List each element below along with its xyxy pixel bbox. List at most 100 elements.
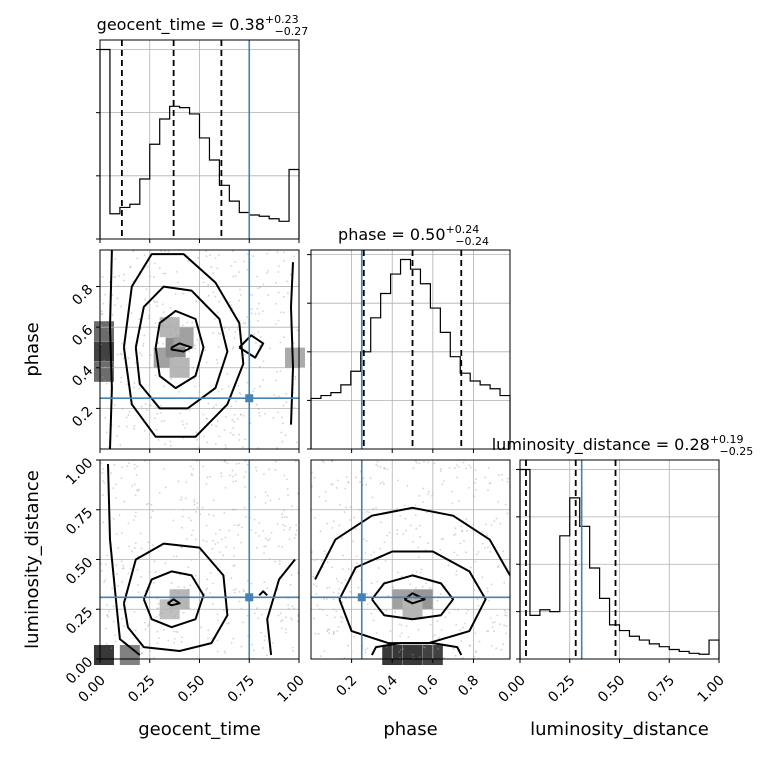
- sample-point: [320, 559, 323, 562]
- sample-point: [481, 542, 484, 545]
- sample-point: [250, 582, 253, 585]
- sample-point: [185, 335, 188, 338]
- sample-point: [507, 477, 509, 480]
- x-axis-label-luminosity_distance: luminosity_distance: [530, 719, 709, 740]
- sample-point: [134, 494, 137, 497]
- sample-point: [192, 468, 195, 471]
- sample-point: [237, 385, 240, 387]
- sample-point: [421, 585, 424, 588]
- sample-point: [114, 304, 117, 307]
- sample-point: [381, 481, 384, 483]
- sample-point: [505, 632, 508, 635]
- sample-point: [282, 404, 285, 407]
- sample-point: [287, 494, 289, 497]
- sample-point: [499, 623, 502, 626]
- sample-point: [459, 629, 462, 632]
- sample-point: [257, 331, 260, 334]
- sample-point: [312, 617, 315, 620]
- sample-point: [101, 479, 104, 482]
- sample-point: [296, 329, 299, 332]
- sample-point: [258, 522, 261, 524]
- y-tick-label: 1.00: [63, 455, 96, 488]
- sample-point: [231, 418, 234, 421]
- sample-point: [347, 481, 350, 484]
- panel-frame: [310, 459, 511, 660]
- sample-point: [398, 651, 401, 653]
- sample-point: [243, 486, 246, 488]
- sample-point: [177, 586, 180, 588]
- sample-point: [453, 551, 456, 554]
- sample-point: [228, 328, 231, 331]
- sample-point: [478, 640, 481, 643]
- sample-point: [122, 564, 125, 567]
- sample-point: [347, 644, 350, 647]
- sample-point: [169, 440, 172, 443]
- sample-point: [493, 621, 496, 623]
- sample-point: [207, 294, 210, 297]
- sample-point: [275, 302, 278, 305]
- sample-point: [376, 465, 379, 467]
- sample-point: [214, 257, 217, 259]
- sample-point: [222, 609, 225, 612]
- sample-point: [380, 521, 382, 524]
- sample-point: [240, 413, 242, 416]
- sample-point: [239, 393, 242, 396]
- x-tick-label: 0.6: [415, 672, 442, 699]
- y-tick-label: 0.50: [63, 555, 96, 588]
- sample-point: [326, 561, 329, 563]
- sample-point: [180, 334, 183, 337]
- contour-line: [290, 262, 294, 425]
- sample-point: [205, 540, 208, 543]
- sample-point: [370, 582, 373, 585]
- y-tick-label: 0.75: [63, 505, 96, 538]
- sample-point: [253, 333, 256, 336]
- sample-point: [412, 467, 415, 470]
- sample-point: [468, 644, 471, 647]
- sample-point: [231, 469, 234, 472]
- sample-point: [169, 324, 172, 326]
- sample-point: [469, 644, 471, 647]
- sample-point: [185, 422, 188, 425]
- sample-point: [330, 483, 333, 486]
- sample-point: [283, 260, 285, 262]
- sample-point: [352, 540, 354, 543]
- sample-point: [115, 533, 118, 535]
- sample-point: [202, 435, 205, 438]
- sample-point: [285, 478, 288, 481]
- sample-point: [216, 362, 219, 365]
- sample-point: [207, 402, 210, 405]
- sample-point: [115, 564, 118, 566]
- sample-point: [230, 304, 233, 306]
- sample-point: [127, 357, 130, 359]
- sample-point: [439, 468, 442, 470]
- sample-point: [154, 374, 157, 377]
- sample-point: [189, 584, 192, 587]
- sample-point: [153, 560, 156, 563]
- sample-point: [341, 568, 344, 571]
- panel-title-geocent_time: geocent_time = 0.38+0.23 −0.27: [97, 13, 309, 38]
- sample-point: [207, 637, 209, 640]
- sample-point: [238, 271, 241, 274]
- sample-point: [220, 538, 223, 541]
- sample-point: [335, 577, 338, 580]
- sample-point: [285, 616, 287, 619]
- sample-point: [365, 540, 368, 543]
- sample-point: [379, 466, 382, 468]
- sample-point: [258, 344, 261, 347]
- sample-point: [345, 506, 347, 509]
- sample-point: [366, 603, 369, 606]
- sample-point: [362, 477, 365, 479]
- sample-point: [188, 336, 190, 339]
- sample-point: [422, 646, 425, 648]
- sample-point: [487, 546, 489, 549]
- sample-point: [158, 491, 161, 494]
- sample-point: [420, 568, 423, 571]
- sample-point: [173, 637, 176, 640]
- sample-point: [235, 480, 237, 482]
- sample-point: [246, 268, 249, 271]
- sample-point: [473, 589, 476, 592]
- sample-point: [260, 631, 262, 634]
- sample-point: [235, 463, 238, 465]
- sample-point: [290, 273, 292, 276]
- density-cell: [93, 361, 114, 382]
